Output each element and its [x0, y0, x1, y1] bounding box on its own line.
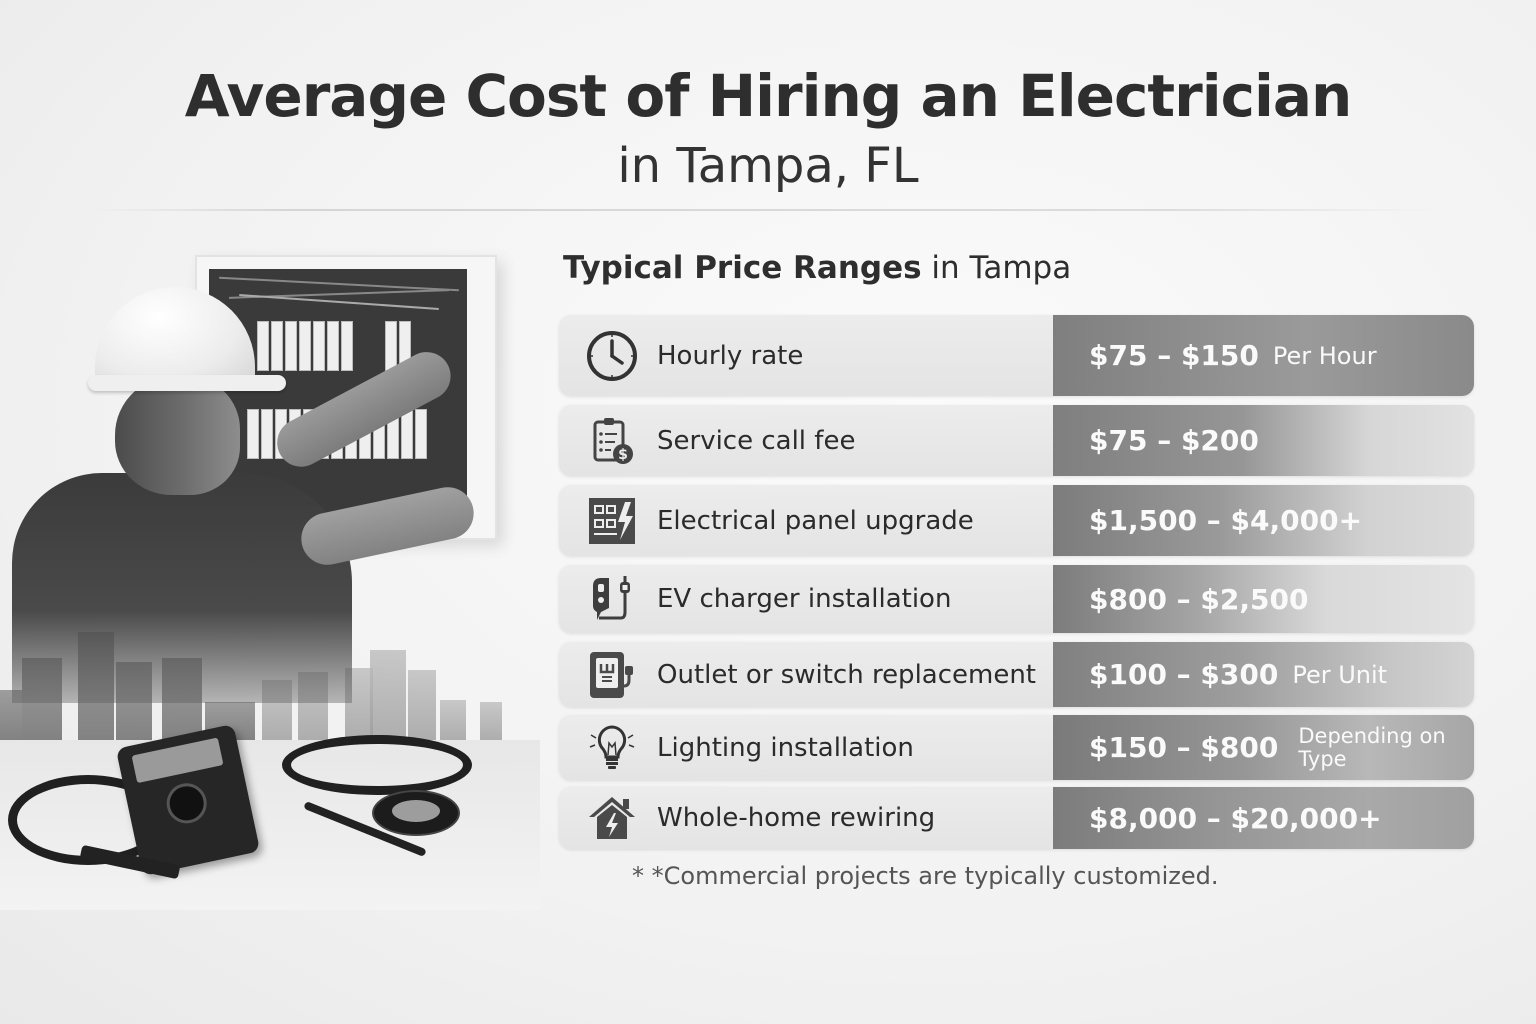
header: Average Cost of Hiring an Electrician in…	[0, 58, 1536, 196]
outlet-switch-icon	[583, 647, 641, 703]
header-divider	[90, 209, 1440, 211]
price-range: $75 – $150	[1089, 339, 1259, 372]
row-label: Service call fee	[657, 425, 856, 456]
price-range: $150 – $800	[1089, 731, 1279, 764]
table-row: $ Service call fee $75 – $200	[559, 405, 1474, 476]
row-label: Whole-home rewiring	[657, 803, 936, 833]
row-label: Electrical panel upgrade	[657, 505, 974, 536]
house-bolt-icon	[583, 790, 641, 846]
electrician-illustration	[0, 245, 540, 910]
clock-icon	[583, 328, 641, 384]
price-note: Per Unit	[1292, 660, 1388, 689]
row-label: Hourly rate	[657, 340, 804, 371]
row-label: Outlet or switch replacement	[657, 659, 1037, 690]
row-label: Lighting installation	[657, 732, 914, 763]
price-range: $8,000 – $20,000+	[1089, 801, 1382, 835]
svg-text:$: $	[618, 447, 628, 463]
price-note: Per Hour	[1272, 341, 1377, 370]
table-row: Outlet or switch replacement $100 – $300…	[559, 642, 1474, 707]
electrical-tape-icon	[372, 790, 460, 836]
price-range: $1,500 – $4,000+	[1089, 504, 1363, 537]
table-row: Electrical panel upgrade $1,500 – $4,000…	[559, 485, 1474, 556]
row-label: EV charger installation	[657, 584, 952, 614]
page-subtitle: in Tampa, FL	[617, 138, 919, 194]
cable-coil-icon	[282, 735, 472, 795]
table-row: Hourly rate $75 – $150 Per Hour	[559, 315, 1474, 396]
price-note: Depending on Type	[1298, 723, 1446, 771]
section-title: Typical Price Ranges in Tampa	[563, 250, 1072, 286]
ev-charger-icon	[583, 571, 641, 627]
footnote: * *Commercial projects are typically cus…	[632, 862, 1219, 890]
electrical-panel-icon	[583, 493, 641, 549]
price-range: $800 – $2,500	[1089, 582, 1309, 616]
electrician-head	[115, 375, 240, 495]
page-title: Average Cost of Hiring an Electrician	[184, 62, 1353, 130]
table-row: Whole-home rewiring $8,000 – $20,000+	[559, 787, 1474, 849]
table-row: Lighting installation $150 – $800 Depend…	[559, 715, 1474, 780]
light-bulb-icon	[583, 720, 641, 776]
price-range: $100 – $300	[1089, 658, 1279, 691]
table-row: EV charger installation $800 – $2,500	[559, 565, 1474, 633]
price-range: $75 – $200	[1089, 424, 1259, 457]
clipboard-dollar-icon: $	[583, 413, 641, 469]
electrician-body	[12, 473, 352, 703]
